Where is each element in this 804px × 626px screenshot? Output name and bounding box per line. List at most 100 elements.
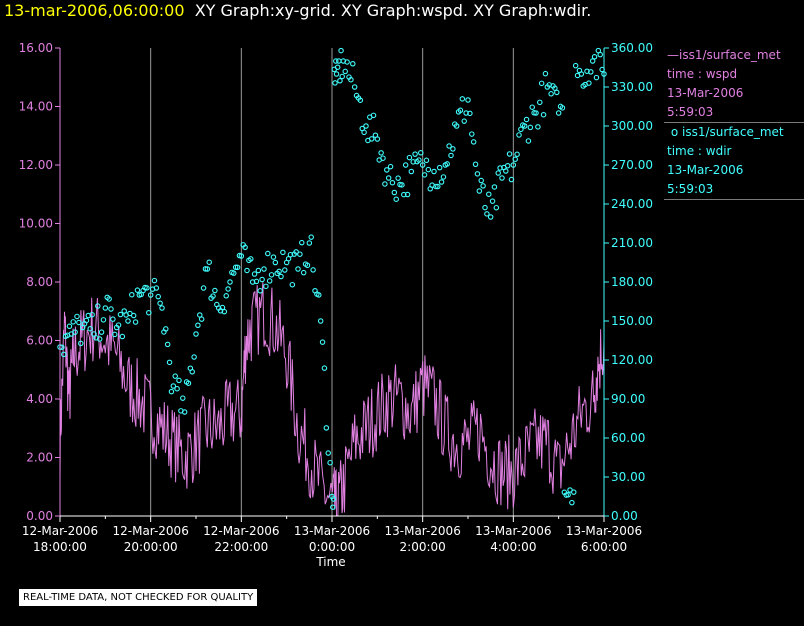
series-wdir — [57, 47, 607, 510]
y-right-tick-label: 300.00 — [611, 119, 653, 133]
wdir-point — [480, 183, 486, 189]
wdir-point — [266, 278, 273, 284]
wdir-point — [495, 170, 501, 176]
legend-circle-marker: o — [667, 125, 682, 139]
wdir-point — [310, 267, 316, 273]
y-right-tick-label: 360.00 — [611, 41, 653, 55]
y-right-tick-label: 210.00 — [611, 236, 653, 250]
wdir-point — [83, 317, 90, 324]
legend-wspd-date: 13-Mar-2006 — [667, 86, 744, 100]
wdir-point — [489, 198, 496, 204]
x-tick-time: 20:00:00 — [124, 540, 178, 554]
wdir-point — [193, 331, 199, 337]
legend: —iss1/surface_met time : wspd 13-Mar-200… — [664, 46, 804, 200]
wdir-point — [586, 80, 592, 86]
wdir-point — [339, 73, 345, 80]
wdir-point — [287, 251, 294, 258]
wdir-point — [270, 254, 277, 260]
legend-wdir-date: 13-Mar-2006 — [667, 163, 744, 177]
wdir-point — [357, 97, 364, 103]
wdir-point — [467, 110, 473, 117]
plot-axes — [55, 47, 609, 522]
wdir-point — [261, 266, 267, 272]
y-right-tick-label: 0.00 — [611, 509, 638, 523]
wdir-point — [276, 268, 282, 275]
wdir-point — [198, 316, 205, 322]
wdir-point — [493, 204, 500, 211]
wdir-point — [433, 183, 439, 190]
wdir-point — [387, 163, 394, 170]
wdir-point — [61, 351, 67, 358]
wdir-point — [87, 325, 93, 332]
y-right-tick-label: 30.00 — [611, 470, 645, 484]
wdir-point — [370, 112, 377, 119]
wdir-point — [297, 251, 303, 257]
wdir-point — [259, 276, 265, 283]
legend-entry-wspd: —iss1/surface_met time : wspd 13-Mar-200… — [664, 46, 804, 123]
wdir-point — [395, 175, 401, 181]
wdir-point — [168, 388, 175, 395]
wdir-point — [249, 279, 256, 285]
wdir-point — [518, 126, 524, 133]
wdir-point — [484, 211, 490, 217]
wdir-point — [108, 306, 114, 312]
wdir-point — [147, 292, 154, 298]
wdir-point — [272, 259, 279, 266]
wdir-point — [523, 116, 530, 123]
y-right-tick-label: 270.00 — [611, 158, 653, 172]
legend-wdir-var: time : wdir — [667, 144, 732, 158]
wdir-point — [106, 296, 112, 302]
wdir-point — [332, 80, 338, 86]
legend-wdir-source: iss1/surface_met — [681, 125, 784, 139]
wdir-point — [202, 266, 209, 272]
wdir-point — [463, 110, 469, 116]
wdir-point — [295, 266, 301, 272]
wdir-point — [591, 54, 598, 60]
wdir-point — [440, 174, 447, 180]
wdir-point — [410, 159, 416, 165]
wdir-point — [554, 89, 560, 96]
wdir-point — [117, 311, 124, 318]
wdir-point — [503, 168, 509, 174]
wdir-point — [330, 496, 337, 502]
legend-wspd-time: 5:59:03 — [667, 105, 714, 119]
y-right-tick-label: 120.00 — [611, 353, 653, 367]
wdir-point — [110, 316, 116, 322]
wspd-line — [59, 282, 605, 517]
wdir-point — [115, 322, 122, 328]
wdir-point — [384, 167, 390, 173]
wdir-point — [189, 369, 195, 375]
x-tick-time: 6:00:00 — [581, 540, 627, 554]
wdir-point — [95, 303, 101, 309]
wdir-point — [393, 196, 399, 202]
wdir-point — [531, 110, 537, 116]
wdir-point — [408, 168, 415, 175]
wdir-point — [350, 61, 356, 67]
tick-labels: 12-Mar-2006 18:00:00 12-Mar-2006 20:00:00 12… — [19, 41, 653, 554]
wdir-point — [521, 123, 528, 129]
wdir-point — [416, 157, 422, 163]
wdir-point — [540, 111, 547, 118]
wdir-point — [144, 285, 150, 291]
wdir-point — [337, 78, 343, 84]
y-right-tick-label: 330.00 — [611, 80, 653, 94]
wdir-point — [446, 143, 452, 149]
wdir-point — [404, 191, 411, 198]
wdir-point — [164, 341, 171, 348]
wdir-point — [537, 99, 543, 106]
wdir-point — [529, 104, 535, 110]
wdir-point — [342, 68, 348, 75]
wdir-point — [510, 162, 517, 168]
wdir-point — [319, 339, 326, 345]
y-right-tick-label: 90.00 — [611, 392, 645, 406]
wdir-point — [327, 459, 333, 466]
wdir-point — [491, 184, 498, 190]
wdir-point — [253, 278, 260, 285]
legend-line-marker: — — [667, 48, 679, 62]
wdir-point — [419, 162, 426, 168]
wdir-point — [130, 312, 137, 319]
wdir-point — [469, 131, 475, 137]
wdir-point — [163, 326, 169, 332]
y-right-tick-label: 180.00 — [611, 275, 653, 289]
y-left-tick-label: 10.00 — [19, 217, 53, 231]
